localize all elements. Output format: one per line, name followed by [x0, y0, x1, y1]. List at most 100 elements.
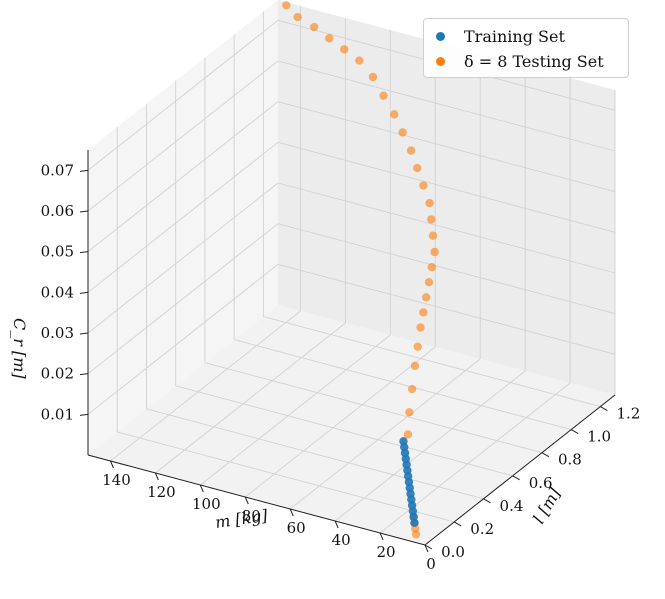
testing-point — [406, 146, 416, 155]
grid-line — [277, 60, 616, 152]
y-tick-label: 0.6 — [529, 474, 553, 492]
x-axis-label: m [kg] — [214, 506, 270, 532]
grid-line — [87, 60, 279, 212]
z-tick-mark — [79, 251, 89, 254]
axis-panes — [88, 0, 615, 545]
z-tick-mark — [79, 373, 89, 376]
testing-point — [413, 342, 422, 351]
z-tick-label: 0.05 — [41, 243, 74, 261]
testing-point — [390, 110, 399, 119]
x-tick-label: 40 — [332, 531, 351, 549]
grid-line — [263, 316, 601, 407]
x-tick-label: 120 — [147, 483, 176, 501]
tick-labels: 0 20 40 60 80 100 120 140 0.0 0.2 0.4 0.6 0.8 1.0 1.2 0… — [41, 161, 641, 573]
z-tick-label: 0.03 — [41, 324, 74, 342]
y-tick-mark — [483, 498, 491, 504]
axis-lines — [87, 150, 616, 546]
x-tick-mark — [244, 496, 249, 505]
legend: Training Set δ = 8 Testing Set — [423, 18, 629, 78]
z-tick-mark — [79, 332, 89, 335]
grid-line — [87, 182, 279, 334]
x-tick-label: 100 — [192, 495, 221, 513]
z-axis-label: C_r [m] — [10, 318, 29, 379]
legend-label-testing: δ = 8 Testing Set — [464, 51, 604, 71]
training-point — [399, 437, 408, 446]
y-tick-mark — [512, 475, 520, 481]
grid-line — [175, 385, 513, 477]
y-tick-label: 0.2 — [470, 520, 494, 538]
z-tick-mark — [79, 169, 89, 172]
legend-item-training: Training Set — [436, 26, 565, 46]
x-tick-mark — [379, 532, 384, 541]
grid-line — [277, 263, 616, 355]
testing-point — [325, 34, 334, 43]
grid-line — [277, 182, 616, 274]
testing-point — [309, 22, 319, 32]
floor-pane — [88, 305, 615, 545]
z-tick-label: 0.02 — [41, 365, 74, 383]
testing-point — [419, 308, 428, 317]
grid-line — [334, 370, 526, 522]
grid-line — [110, 310, 301, 462]
testing-point — [355, 56, 364, 65]
testing-point — [427, 215, 436, 224]
y-tick-mark — [600, 406, 608, 411]
z-tick-label: 0.06 — [41, 202, 74, 220]
grid-line — [87, 19, 279, 171]
back-pane-xz — [278, 0, 615, 395]
y-tick-mark — [541, 452, 550, 458]
grid-line — [200, 334, 391, 486]
y-axis-line — [424, 394, 616, 546]
testing-point — [430, 247, 439, 257]
x-tick-label: 20 — [377, 543, 396, 561]
legend-item-testing: δ = 8 Testing Set — [436, 51, 604, 71]
grid-line — [155, 322, 346, 474]
grid-line — [87, 223, 279, 375]
x-axis-line — [87, 454, 426, 546]
back-pane-yz — [88, 0, 278, 455]
testing-point — [407, 384, 417, 394]
y-tick-label: 0.4 — [500, 497, 524, 515]
x-tick-mark — [424, 544, 429, 553]
z-tick-mark — [79, 413, 89, 416]
legend-label-training: Training Set — [464, 26, 565, 46]
x-tick-mark — [154, 472, 159, 481]
x-tick-mark — [110, 460, 114, 469]
grid-line — [204, 362, 543, 454]
y-tick-mark — [570, 429, 579, 435]
grid-line — [234, 339, 572, 431]
x-tick-label: 0 — [426, 555, 436, 573]
testing-point — [416, 323, 425, 332]
testing-point — [398, 128, 407, 137]
testing-point — [379, 91, 388, 100]
z-tick-label: 0.04 — [41, 283, 74, 301]
testing-point — [340, 45, 349, 54]
testing-point — [405, 408, 414, 417]
grid-line — [87, 263, 279, 415]
x-tick-label: 80 — [242, 507, 261, 525]
grid-line — [277, 223, 616, 315]
testing-dot-icon — [436, 56, 445, 66]
testing-point — [428, 231, 438, 240]
grid-line — [244, 346, 436, 498]
data-points — [282, 1, 439, 539]
x-tick-mark — [289, 508, 294, 517]
testing-point — [410, 361, 420, 371]
z-tick-mark — [79, 210, 89, 213]
x-tick-label: 140 — [102, 471, 131, 489]
testing-point — [425, 198, 434, 208]
y-tick-mark — [453, 521, 462, 527]
grid-line — [289, 358, 481, 510]
training-dot-icon — [436, 31, 445, 41]
testing-point — [419, 181, 428, 190]
z-tick-label: 0.07 — [41, 161, 74, 179]
testing-point — [293, 12, 302, 22]
y-tick-label: 1.2 — [616, 405, 640, 423]
testing-point — [282, 1, 291, 10]
x-tick-mark — [334, 520, 339, 529]
grid-line — [87, 141, 279, 293]
grid-line — [277, 101, 616, 193]
z-tick-mark — [79, 291, 89, 294]
x-tick-label: 60 — [287, 519, 306, 537]
